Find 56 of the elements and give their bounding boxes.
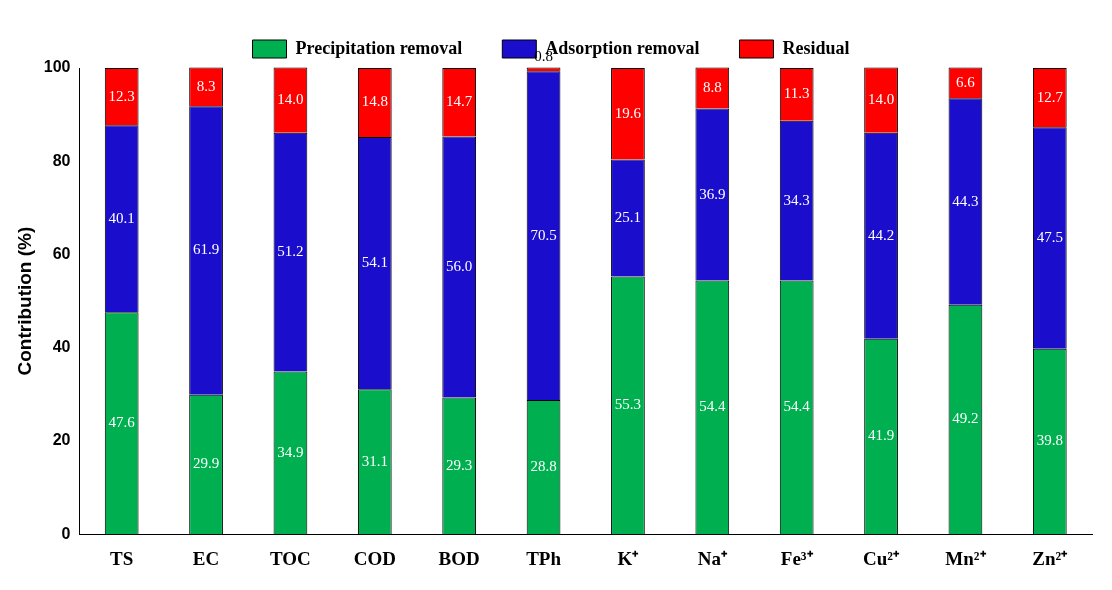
data-label: 29.9 bbox=[192, 455, 220, 472]
data-label: 14.0 bbox=[277, 91, 304, 108]
data-label: 41.9 bbox=[867, 427, 895, 444]
y-axis-title: Contribution (%) bbox=[13, 226, 35, 376]
data-label: 56.0 bbox=[446, 258, 473, 274]
data-label: 61.9 bbox=[192, 241, 220, 258]
x-tick-label: TPh bbox=[526, 547, 562, 569]
data-label: 14.0 bbox=[867, 91, 895, 108]
legend-label: Precipitation removal bbox=[295, 37, 463, 58]
data-label: 54.4 bbox=[699, 398, 726, 415]
data-label: 12.7 bbox=[1036, 88, 1064, 105]
x-tick-label: Cu²⁺ bbox=[863, 547, 901, 569]
y-tick-label: 0 bbox=[61, 524, 71, 542]
data-label: 49.2 bbox=[952, 410, 979, 427]
legend-label: Residual bbox=[782, 37, 850, 58]
x-tick-label: TS bbox=[110, 547, 134, 569]
data-label: 55.3 bbox=[614, 396, 642, 413]
data-label: 70.5 bbox=[530, 226, 557, 243]
x-tick-label: TOC bbox=[270, 547, 311, 569]
x-tick-label: K⁺ bbox=[617, 547, 640, 569]
data-label: 40.1 bbox=[108, 209, 135, 226]
x-tick-label: Na⁺ bbox=[697, 547, 728, 569]
data-label: 36.9 bbox=[699, 185, 726, 202]
data-label: 39.8 bbox=[1036, 432, 1063, 449]
data-label: 11.3 bbox=[783, 85, 810, 102]
data-label: 54.4 bbox=[783, 398, 811, 415]
x-tick-label: Fe³⁺ bbox=[780, 547, 814, 569]
y-tick-label: 40 bbox=[52, 338, 71, 356]
data-label: 14.7 bbox=[446, 93, 473, 110]
data-label: 44.3 bbox=[952, 192, 979, 209]
x-tick-label: Zn²⁺ bbox=[1032, 547, 1069, 569]
x-tick-label: BOD bbox=[438, 547, 480, 569]
data-label: 54.1 bbox=[361, 254, 388, 271]
data-label: 47.5 bbox=[1036, 228, 1063, 245]
y-tick-label: 80 bbox=[52, 151, 71, 169]
data-label: 28.8 bbox=[530, 458, 557, 474]
y-tick-label: 20 bbox=[52, 431, 71, 449]
data-label: 51.2 bbox=[277, 243, 304, 260]
y-tick-label: 60 bbox=[52, 244, 71, 262]
data-label: 44.2 bbox=[867, 226, 895, 243]
data-label: 47.6 bbox=[108, 414, 136, 431]
data-label: 31.1 bbox=[361, 452, 388, 469]
data-label: 25.1 bbox=[614, 208, 642, 225]
data-label: 19.6 bbox=[614, 104, 642, 121]
data-label: 6.6 bbox=[956, 73, 976, 90]
data-label: 12.3 bbox=[108, 87, 135, 104]
x-tick-label: EC bbox=[192, 547, 220, 569]
data-label: 29.3 bbox=[446, 456, 473, 473]
data-label: 8.3 bbox=[196, 77, 216, 94]
data-label: 14.8 bbox=[361, 93, 388, 110]
data-label: 8.8 bbox=[702, 78, 722, 95]
x-tick-label: COD bbox=[353, 547, 396, 569]
x-tick-label: Mn²⁺ bbox=[945, 547, 987, 569]
data-label: 34.9 bbox=[277, 443, 304, 460]
data-label: 34.3 bbox=[783, 191, 810, 208]
y-tick-label: 100 bbox=[43, 58, 71, 76]
